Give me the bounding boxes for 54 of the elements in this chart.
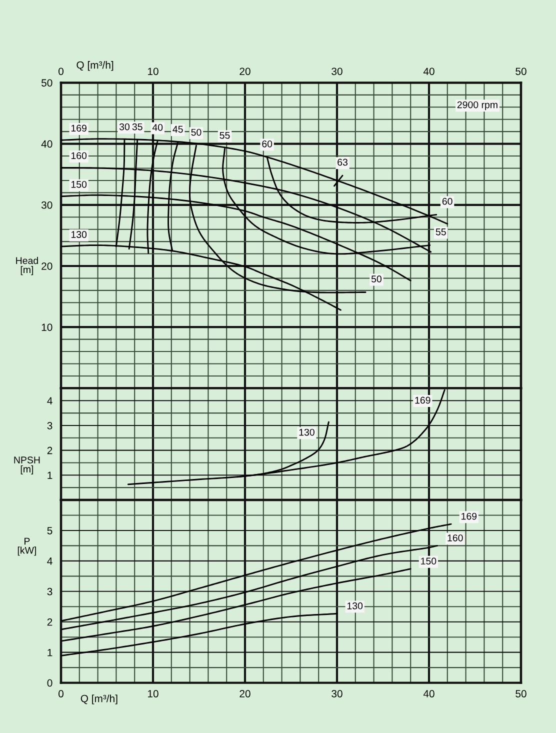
annotation: 50: [371, 276, 382, 282]
x2-tick-label: 0: [58, 68, 64, 76]
x-tick-label: 10: [148, 690, 158, 698]
y-tick-label: 3: [47, 588, 52, 596]
x-tick-label: 30: [332, 690, 342, 698]
y-tick-label: 10: [42, 324, 52, 331]
y-tick-label: 2: [47, 618, 52, 626]
series-label: 169: [462, 512, 477, 520]
annotation: 2900 rpm: [457, 101, 498, 110]
series-label: 130: [299, 428, 314, 436]
series-label: 160: [448, 534, 463, 542]
series-label: 60: [262, 140, 272, 148]
series-label: 63: [338, 158, 348, 166]
series-label: 35: [132, 123, 142, 130]
series-label: 50: [191, 128, 202, 136]
y-tick-label: 20: [42, 262, 52, 270]
series-label: 150: [421, 558, 436, 565]
y-tick-label: 1: [48, 648, 52, 656]
x-axis-title: Q [m³/h]: [80, 694, 118, 704]
y-tick-label: 5: [47, 527, 52, 534]
x2-axis-title: Q [m³/h]: [76, 61, 114, 71]
y-tick-label: 4: [47, 558, 52, 565]
y-tick-label: 40: [41, 140, 52, 148]
y-axis-title: Head [m]: [16, 256, 38, 276]
y-tick-label: 50: [42, 79, 52, 87]
x2-tick-label: 10: [148, 68, 158, 76]
annotation: 60: [442, 198, 452, 205]
y-tick-label: 1: [48, 472, 52, 479]
y-tick-label: 4: [47, 397, 52, 404]
x2-tick-label: 20: [240, 68, 250, 76]
x2-tick-label: 40: [423, 68, 434, 76]
series-label: 169: [415, 396, 430, 404]
y-axis-title: P [kW]: [18, 538, 36, 556]
series-label: 30: [119, 123, 130, 130]
series-label: 40: [152, 124, 163, 131]
x-tick-label: 0: [58, 690, 64, 698]
annotation: 55: [436, 228, 446, 236]
y-axis-title: NPSH [m]: [14, 456, 40, 474]
series-label: 45: [172, 126, 183, 133]
series-label: 55: [220, 132, 230, 139]
y-tick-label: 0: [47, 679, 52, 687]
x-tick-label: 40: [423, 690, 434, 698]
series-label: 160: [71, 152, 87, 160]
x-tick-label: 50: [516, 690, 526, 698]
series-label: 150: [71, 180, 87, 188]
series-label: 169: [71, 124, 86, 132]
x-tick-label: 20: [240, 690, 250, 698]
x2-tick-label: 50: [516, 68, 526, 76]
series-label: 130: [347, 602, 363, 610]
series-label: 130: [71, 231, 87, 238]
y-tick-label: 3: [47, 422, 52, 430]
x2-tick-label: 30: [332, 68, 342, 76]
y-tick-label: 2: [47, 446, 52, 454]
y-tick-label: 30: [41, 201, 52, 209]
